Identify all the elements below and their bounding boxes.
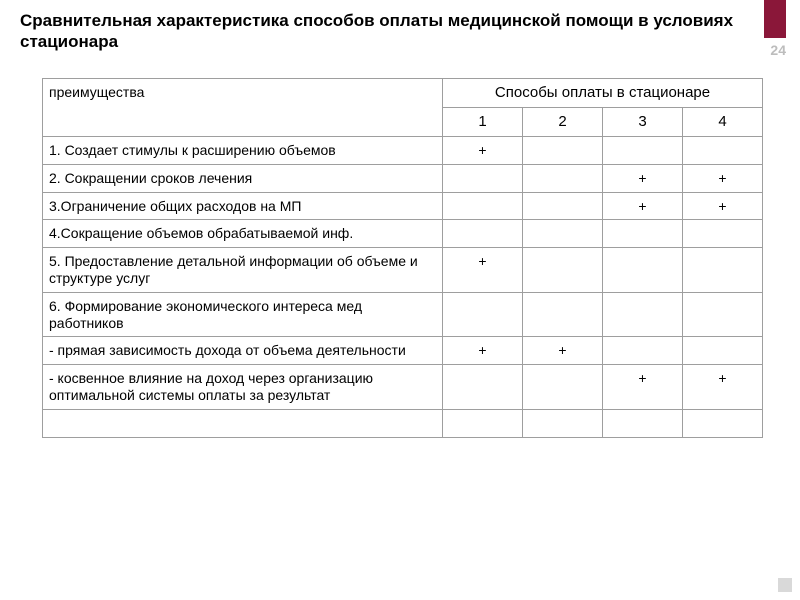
accent-bar [764, 0, 786, 38]
row-value [683, 248, 763, 293]
table-row: 5. Предоставление детальной информации о… [43, 248, 763, 293]
row-value [523, 292, 603, 337]
row-value: + [443, 248, 523, 293]
page-number: 24 [770, 42, 786, 58]
row-value: + [683, 164, 763, 192]
row-label: - прямая зависимость дохода от объема де… [43, 337, 443, 365]
row-label: 5. Предоставление детальной информации о… [43, 248, 443, 293]
corner-square [778, 578, 792, 592]
row-value [603, 292, 683, 337]
row-value: + [443, 137, 523, 165]
table-row [43, 409, 763, 437]
header-advantages: преимущества [43, 79, 443, 137]
row-value: + [683, 365, 763, 410]
row-value [683, 220, 763, 248]
row-value: + [603, 192, 683, 220]
row-value: + [443, 337, 523, 365]
table-row: 3.Ограничение общих расходов на МП ++ [43, 192, 763, 220]
table-row: 2. Сокращении сроков лечения ++ [43, 164, 763, 192]
row-value: + [603, 365, 683, 410]
header-methods-group: Способы оплаты в стационаре [443, 79, 763, 108]
row-label [43, 409, 443, 437]
table-row: - прямая зависимость дохода от объема де… [43, 337, 763, 365]
row-value: + [523, 337, 603, 365]
header-col-3: 3 [603, 108, 683, 137]
comparison-table: преимущества Способы оплаты в стационаре… [42, 78, 762, 438]
table-row: - косвенное влияние на доход через орган… [43, 365, 763, 410]
row-value [683, 292, 763, 337]
row-label: - косвенное влияние на доход через орган… [43, 365, 443, 410]
table-header-row-1: преимущества Способы оплаты в стационаре [43, 79, 763, 108]
row-value [443, 220, 523, 248]
row-value [603, 248, 683, 293]
row-label: 3.Ограничение общих расходов на МП [43, 192, 443, 220]
row-value [683, 137, 763, 165]
table-row: 1. Создает стимулы к расширению объемов+ [43, 137, 763, 165]
row-label: 6. Формирование экономического интереса … [43, 292, 443, 337]
row-value [603, 220, 683, 248]
row-value [523, 192, 603, 220]
row-value: + [683, 192, 763, 220]
row-value [443, 192, 523, 220]
header-col-1: 1 [443, 108, 523, 137]
header-col-2: 2 [523, 108, 603, 137]
table-body: 1. Создает стимулы к расширению объемов+… [43, 137, 763, 438]
row-value [523, 137, 603, 165]
row-value [603, 337, 683, 365]
row-label: 1. Создает стимулы к расширению объемов [43, 137, 443, 165]
table-row: 4.Сокращение объемов обрабатываемой инф. [43, 220, 763, 248]
row-value [603, 137, 683, 165]
row-value [523, 220, 603, 248]
row-value [683, 337, 763, 365]
page-title: Сравнительная характеристика способов оп… [20, 10, 740, 53]
row-value [443, 292, 523, 337]
row-label: 4.Сокращение объемов обрабатываемой инф. [43, 220, 443, 248]
row-value [603, 409, 683, 437]
row-label: 2. Сокращении сроков лечения [43, 164, 443, 192]
table-row: 6. Формирование экономического интереса … [43, 292, 763, 337]
header-col-4: 4 [683, 108, 763, 137]
row-value [523, 248, 603, 293]
row-value [443, 409, 523, 437]
row-value [443, 164, 523, 192]
row-value [523, 164, 603, 192]
row-value [523, 365, 603, 410]
row-value [683, 409, 763, 437]
row-value [443, 365, 523, 410]
row-value: + [603, 164, 683, 192]
row-value [523, 409, 603, 437]
